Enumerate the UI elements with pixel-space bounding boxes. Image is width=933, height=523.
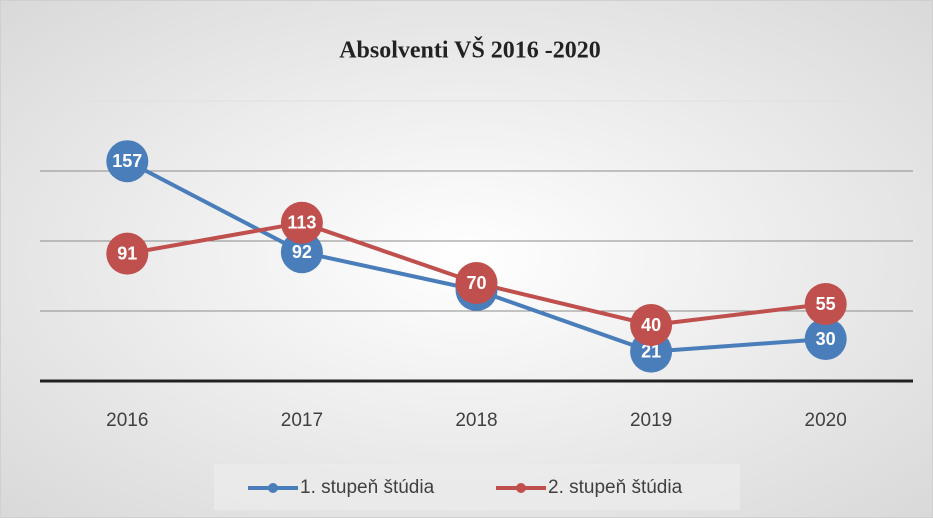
legend-label: 1. stupeň štúdia bbox=[300, 477, 435, 498]
legend-marker bbox=[516, 483, 526, 493]
data-label: 157 bbox=[112, 151, 142, 171]
legend-box bbox=[214, 464, 740, 510]
data-point bbox=[630, 304, 673, 346]
data-point bbox=[280, 231, 323, 274]
data-point bbox=[804, 318, 847, 360]
chart-title: Absolventi VŠ 2016 -2020 bbox=[339, 37, 601, 64]
x-tick-label: 2018 bbox=[455, 410, 497, 431]
data-point bbox=[280, 201, 323, 244]
legend-label: 2. stupeň štúdia bbox=[548, 477, 683, 498]
data-point bbox=[106, 140, 149, 183]
data-label: 55 bbox=[816, 294, 836, 314]
x-tick-label: 2016 bbox=[106, 410, 148, 431]
data-label: 30 bbox=[816, 329, 836, 349]
data-label: 91 bbox=[117, 243, 137, 263]
x-tick-label: 2017 bbox=[281, 410, 323, 431]
data-label: 21 bbox=[641, 341, 661, 361]
data-point bbox=[804, 283, 847, 325]
data-label: 40 bbox=[641, 315, 661, 335]
data-point bbox=[455, 262, 498, 304]
data-point bbox=[106, 232, 149, 275]
data-label: 92 bbox=[292, 242, 312, 262]
data-label: 70 bbox=[466, 273, 486, 293]
x-tick-label: 2020 bbox=[805, 410, 847, 431]
legend-marker bbox=[268, 483, 278, 493]
x-tick-label: 2019 bbox=[630, 410, 672, 431]
data-label: 113 bbox=[287, 213, 316, 233]
